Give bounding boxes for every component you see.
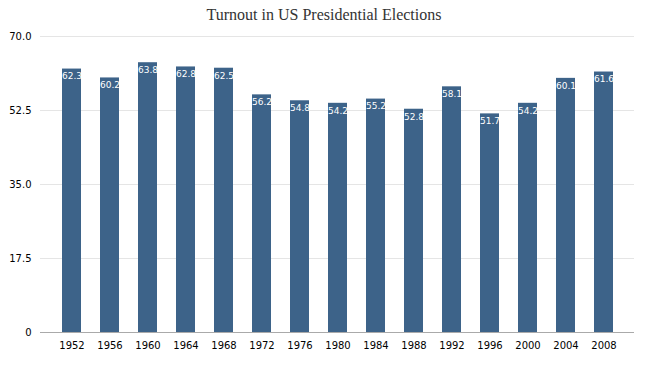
html-text:Turnout in US Presidential Ele: Turnout in US Presidential Elections bbox=[206, 6, 442, 23]
svg-text:1960: 1960 bbox=[135, 340, 160, 351]
svg-text:54.2: 54.2 bbox=[328, 106, 348, 116]
svg-text:1964: 1964 bbox=[173, 340, 198, 351]
svg-text:62.3: 62.3 bbox=[62, 71, 82, 81]
svg-text:2004: 2004 bbox=[553, 340, 578, 351]
svg-text:61.6: 61.6 bbox=[594, 74, 614, 84]
svg-text:54.2: 54.2 bbox=[518, 106, 538, 116]
svg-text:51.7: 51.7 bbox=[480, 116, 500, 126]
svg-text:1956: 1956 bbox=[97, 340, 122, 351]
svg-text:62.5: 62.5 bbox=[214, 71, 234, 81]
svg-text:2008: 2008 bbox=[591, 340, 616, 351]
svg-text:62.8: 62.8 bbox=[176, 69, 196, 79]
svg-text:1976: 1976 bbox=[287, 340, 312, 351]
svg-text:52.8: 52.8 bbox=[404, 112, 424, 122]
svg-text:1992: 1992 bbox=[439, 340, 464, 351]
svg-text:55.2: 55.2 bbox=[366, 101, 386, 111]
svg-text:58.1: 58.1 bbox=[442, 89, 462, 99]
svg-text:1972: 1972 bbox=[249, 340, 274, 351]
svg-text:35.0: 35.0 bbox=[9, 179, 31, 190]
svg-text:1988: 1988 bbox=[401, 340, 426, 351]
svg-text:0: 0 bbox=[25, 327, 31, 338]
svg-text:60.1: 60.1 bbox=[556, 81, 576, 91]
svg-text:70.0: 70.0 bbox=[9, 31, 31, 42]
svg-text:54.8: 54.8 bbox=[290, 103, 310, 113]
svg-text:60.2: 60.2 bbox=[100, 80, 120, 90]
svg-text:63.8: 63.8 bbox=[138, 65, 158, 75]
svg-text:1980: 1980 bbox=[325, 340, 350, 351]
svg-text:1984: 1984 bbox=[363, 340, 388, 351]
svg-text:2000: 2000 bbox=[515, 340, 540, 351]
svg-text:1952: 1952 bbox=[59, 340, 84, 351]
svg-text:17.5: 17.5 bbox=[9, 253, 31, 264]
svg-text:56.2: 56.2 bbox=[252, 97, 272, 107]
svg-text:1968: 1968 bbox=[211, 340, 236, 351]
svg-text:52.5: 52.5 bbox=[9, 105, 31, 116]
svg-text:1996: 1996 bbox=[477, 340, 502, 351]
